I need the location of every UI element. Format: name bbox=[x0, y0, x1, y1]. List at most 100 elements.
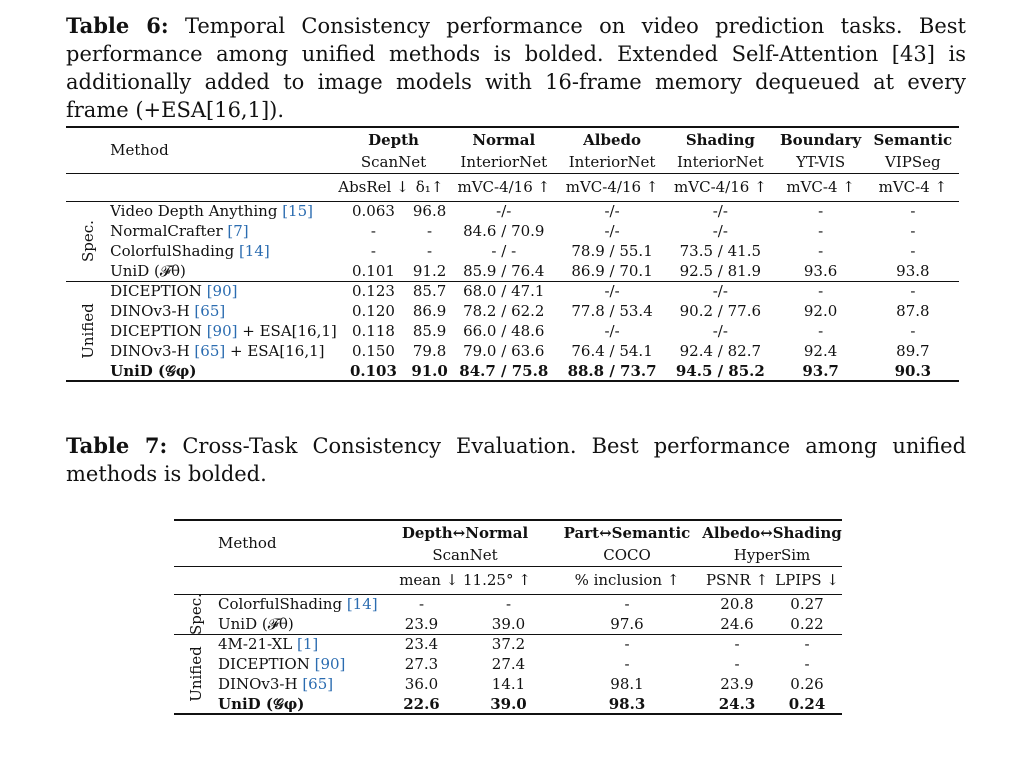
method-name: DINOv3-H bbox=[218, 675, 303, 693]
table6-col-name: Semantic bbox=[873, 130, 953, 149]
citation-link[interactable]: [65] bbox=[302, 675, 334, 693]
value-cell: 0.123 bbox=[351, 282, 395, 301]
value-cell: 85.7 bbox=[412, 282, 447, 301]
value-cell: 86.9 / 70.1 bbox=[571, 261, 653, 280]
method-name: DICEPTION bbox=[110, 282, 207, 301]
citation-link[interactable]: [7] bbox=[227, 222, 249, 240]
value-cell: -/- bbox=[712, 282, 728, 301]
table7-method-header: Method bbox=[218, 534, 277, 553]
citation-link[interactable]: [90] bbox=[206, 322, 238, 340]
value-cell: 90.3 bbox=[894, 361, 932, 380]
value-cell: -/- bbox=[604, 202, 620, 221]
value-cell: - bbox=[910, 322, 916, 340]
table7-col-name: Part↔Semantic bbox=[563, 523, 691, 542]
value-cell: - bbox=[505, 595, 512, 614]
citation-link[interactable]: [14] bbox=[238, 242, 270, 260]
method-cell: DINOv3-H [65] bbox=[110, 301, 337, 321]
citation-link[interactable]: [90] bbox=[314, 655, 346, 673]
value-cell: 27.4 bbox=[491, 655, 526, 673]
value-cell: 0.120 bbox=[351, 302, 395, 320]
value-cell: -/- bbox=[604, 282, 620, 301]
citation-link[interactable]: [14] bbox=[346, 595, 378, 614]
method-cell: UniD (𝒢φ) bbox=[218, 694, 378, 714]
value-cell: 96.8 bbox=[412, 202, 447, 221]
table6-col-name: Depth bbox=[368, 130, 419, 149]
table6-metric: AbsRel ↓ bbox=[338, 178, 409, 196]
value-cell: 93.7 bbox=[802, 361, 839, 380]
value-cell: 86.9 bbox=[412, 302, 447, 320]
table6-metric: δ₁↑ bbox=[415, 178, 444, 196]
value-cell: 79.8 bbox=[412, 342, 447, 360]
method-cell: DINOv3-H [65] bbox=[218, 674, 378, 694]
table6-col-dataset: ScanNet bbox=[360, 152, 427, 171]
value-cell: 84.6 / 70.9 bbox=[463, 222, 545, 240]
value-cell: 92.4 bbox=[803, 342, 838, 360]
value-cell: - bbox=[910, 282, 916, 301]
table7-caption-label: Table 7: bbox=[66, 433, 168, 458]
method-cell: 4M-21-XL [1] bbox=[218, 634, 378, 654]
citation-link[interactable]: [15] bbox=[282, 202, 313, 221]
method-name: DICEPTION bbox=[218, 655, 315, 673]
value-cell: 78.9 / 55.1 bbox=[571, 242, 653, 260]
value-cell: - bbox=[624, 595, 630, 614]
value-cell: 66.0 / 48.6 bbox=[463, 322, 545, 340]
value-cell: 97.6 bbox=[610, 614, 644, 633]
table7-col-dataset: HyperSim bbox=[733, 545, 811, 564]
value-cell: - bbox=[427, 242, 433, 260]
value-cell: 37.2 bbox=[491, 635, 526, 654]
value-cell: 39.0 bbox=[491, 614, 526, 633]
value-cell: 23.9 bbox=[720, 675, 754, 693]
value-cell: 91.0 bbox=[411, 361, 448, 380]
value-cell: 0.27 bbox=[790, 595, 824, 614]
method-cell: DICEPTION [90] bbox=[218, 654, 378, 674]
method-cell: UniD (𝓕θ) bbox=[110, 261, 337, 281]
table6-col-dataset: VIPSeg bbox=[885, 152, 941, 171]
value-cell: - bbox=[910, 222, 916, 240]
method-name: DINOv3-H bbox=[110, 302, 195, 320]
table6-col-name: Shading bbox=[685, 130, 755, 149]
method-name: 4M-21-XL bbox=[218, 635, 297, 654]
method-name: ColorfulShading bbox=[218, 595, 347, 614]
table-row: DINOv3-H [65] 0.120 86.9 78.2 / 62.2 77.8 / … bbox=[66, 301, 959, 321]
row-group-label: Unified bbox=[79, 302, 98, 359]
value-cell: 78.2 / 62.2 bbox=[463, 302, 545, 320]
value-cell: - bbox=[734, 655, 740, 673]
row-group-label: Spec. bbox=[79, 220, 98, 262]
value-cell: 90.2 / 77.6 bbox=[679, 302, 762, 320]
table7-metric: PSNR ↑ bbox=[705, 571, 769, 589]
method-name: UniD (𝒢φ) bbox=[110, 361, 197, 380]
method-name: UniD (𝓕θ) bbox=[218, 614, 294, 633]
table7-col-dataset: COCO bbox=[603, 545, 651, 564]
value-cell: 0.24 bbox=[788, 694, 826, 713]
table7-caption-text: Cross-Task Consistency Evaluation. Best … bbox=[66, 434, 967, 486]
value-cell: 39.0 bbox=[490, 694, 527, 713]
method-name: Video Depth Anything bbox=[110, 202, 283, 221]
table-row: Spec. Video Depth Anything [15] 0.063 96.8-… bbox=[66, 201, 959, 262]
value-cell: 93.8 bbox=[896, 261, 930, 280]
citation-link[interactable]: [65] bbox=[194, 302, 226, 320]
method-cell: DICEPTION [90] + ESA[16,1] bbox=[110, 321, 337, 341]
value-cell: 24.6 bbox=[720, 614, 754, 633]
value-cell: - bbox=[910, 242, 916, 260]
table7-metric: % inclusion ↑ bbox=[574, 571, 680, 589]
method-cell: UniD (𝓕θ) bbox=[218, 614, 378, 634]
value-cell: - bbox=[624, 655, 630, 673]
value-cell: 92.4 / 82.7 bbox=[679, 342, 762, 360]
citation-link[interactable]: [65] bbox=[194, 342, 226, 360]
value-cell: 93.6 bbox=[803, 261, 838, 280]
table6-col-name: Boundary bbox=[779, 130, 862, 149]
value-cell: - bbox=[818, 222, 824, 240]
citation-link[interactable]: [90] bbox=[206, 282, 238, 301]
value-cell: - bbox=[734, 635, 740, 654]
value-cell: 0.26 bbox=[790, 675, 824, 693]
value-cell: - bbox=[818, 282, 824, 301]
value-cell: 27.3 bbox=[404, 655, 439, 673]
method-name: ColorfulShading bbox=[110, 242, 239, 260]
table7-col-name: Depth↔Normal bbox=[401, 523, 529, 542]
value-cell: -/- bbox=[604, 222, 620, 240]
value-cell: 23.9 bbox=[404, 614, 439, 633]
table6-caption: Table 6: Temporal Consistency performanc… bbox=[66, 12, 966, 124]
citation-link[interactable]: [1] bbox=[297, 635, 319, 654]
value-cell: -/- bbox=[712, 322, 728, 340]
value-cell: -/- bbox=[712, 222, 728, 240]
